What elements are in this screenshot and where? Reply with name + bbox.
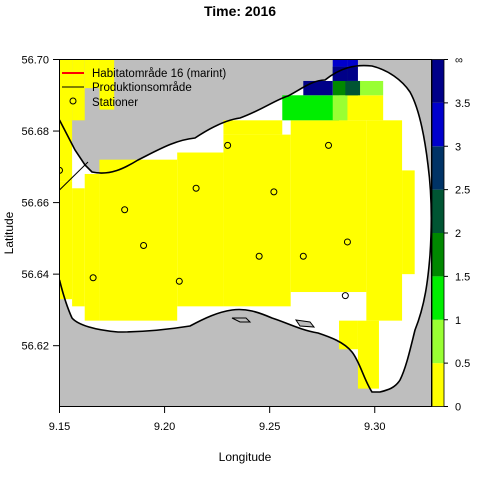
heatmap-cell <box>332 80 348 96</box>
heatmap-cell <box>223 134 291 307</box>
heatmap-cell <box>357 320 379 389</box>
colorbar-label: ∞ <box>455 55 463 67</box>
x-tick-label: 9.25 <box>259 421 280 433</box>
heatmap-cell <box>59 59 73 121</box>
chart-title: Time: 2016 <box>204 3 276 19</box>
production-area-line <box>59 161 89 191</box>
legend: Habitatområde 16 (marint) Produktionsomr… <box>62 68 226 109</box>
station-marker <box>121 206 129 214</box>
heatmap-cell <box>303 80 333 96</box>
heatmap-cell <box>366 120 403 321</box>
legend-label-production: Produktionsområde <box>92 82 192 94</box>
heatmap-cell <box>347 66 358 81</box>
heatmap-cell <box>72 59 85 121</box>
station-marker <box>175 277 183 285</box>
heatmap-cell <box>223 120 283 135</box>
colorbar-swatch <box>432 102 444 147</box>
station-marker <box>89 274 97 282</box>
heatmap-cell <box>99 59 115 110</box>
heatmap-cell <box>59 181 73 300</box>
heatmap-cell <box>177 152 224 307</box>
heatmap-cell <box>332 59 348 67</box>
station-marker <box>140 242 148 250</box>
island-shape <box>294 319 316 328</box>
heatmap-cell <box>84 173 100 321</box>
y-tick-label: 56.68 <box>21 126 49 138</box>
heatmap-cell <box>282 95 340 121</box>
y-axis-label: Latitude <box>2 211 16 254</box>
legend-label-stations: Stationer <box>92 97 138 109</box>
station-marker <box>59 166 63 174</box>
colorbar-label: 1.5 <box>455 271 470 283</box>
colorbar-label: 3 <box>455 141 461 153</box>
x-tick-label: 9.30 <box>364 421 385 433</box>
coastline <box>59 64 432 393</box>
colorbar: 0 0.5 1 1.5 2 2.5 3 3.5 ∞ <box>431 55 470 414</box>
colorbar-swatch <box>432 233 444 277</box>
heatmap-cell <box>402 170 415 275</box>
y-tick-label: 56.62 <box>21 341 49 353</box>
heatmap-cell <box>339 320 358 350</box>
heatmap-cell <box>290 120 367 293</box>
station-marker <box>343 238 351 246</box>
x-tick-label: 9.15 <box>49 421 70 433</box>
colorbar-label: 2.5 <box>455 185 470 197</box>
station-marker <box>341 292 349 300</box>
heatmap-cells <box>59 59 415 389</box>
station-marker <box>255 252 263 260</box>
heatmap-cell <box>345 80 361 96</box>
plot-frame <box>59 59 432 407</box>
colorbar-label: 3.5 <box>455 98 470 110</box>
station-marker <box>299 252 307 260</box>
colorbar-label: 1 <box>455 315 461 327</box>
y-axis: 56.62 56.64 56.66 56.68 56.70 <box>21 55 60 353</box>
colorbar-swatch <box>432 146 444 190</box>
heatmap-cell <box>332 66 348 81</box>
heatmap-cell <box>72 188 85 307</box>
heatmap-cell <box>59 120 73 182</box>
legend-label-habitat: Habitatområde 16 (marint) <box>92 68 226 80</box>
colorbar-label: 0.5 <box>455 358 470 370</box>
colorbar-label: 2 <box>455 228 461 240</box>
y-tick-label: 56.64 <box>21 269 49 281</box>
y-tick-label: 56.70 <box>21 55 49 67</box>
heatmap-cell <box>347 59 358 67</box>
colorbar-swatch <box>432 59 444 103</box>
x-axis: 9.15 9.20 9.25 9.30 <box>49 406 385 433</box>
x-tick-label: 9.20 <box>154 421 175 433</box>
heatmap-cell <box>99 159 178 321</box>
station-markers <box>59 141 351 300</box>
colorbar-swatch <box>432 363 444 407</box>
station-marker <box>270 188 278 196</box>
y-tick-label: 56.66 <box>21 198 49 210</box>
station-marker <box>224 141 232 149</box>
colorbar-label: 0 <box>455 402 461 414</box>
island-shape <box>231 317 252 323</box>
station-marker <box>325 141 333 149</box>
colorbar-swatch <box>432 276 444 320</box>
colorbar-swatch <box>432 319 444 364</box>
heatmap-cell <box>332 95 348 121</box>
x-axis-label: Longitude <box>219 450 272 464</box>
heatmap-cell <box>84 59 100 89</box>
colorbar-swatch <box>432 189 444 233</box>
map-area <box>59 59 432 407</box>
legend-marker-stations <box>69 97 77 105</box>
station-marker <box>192 184 200 192</box>
